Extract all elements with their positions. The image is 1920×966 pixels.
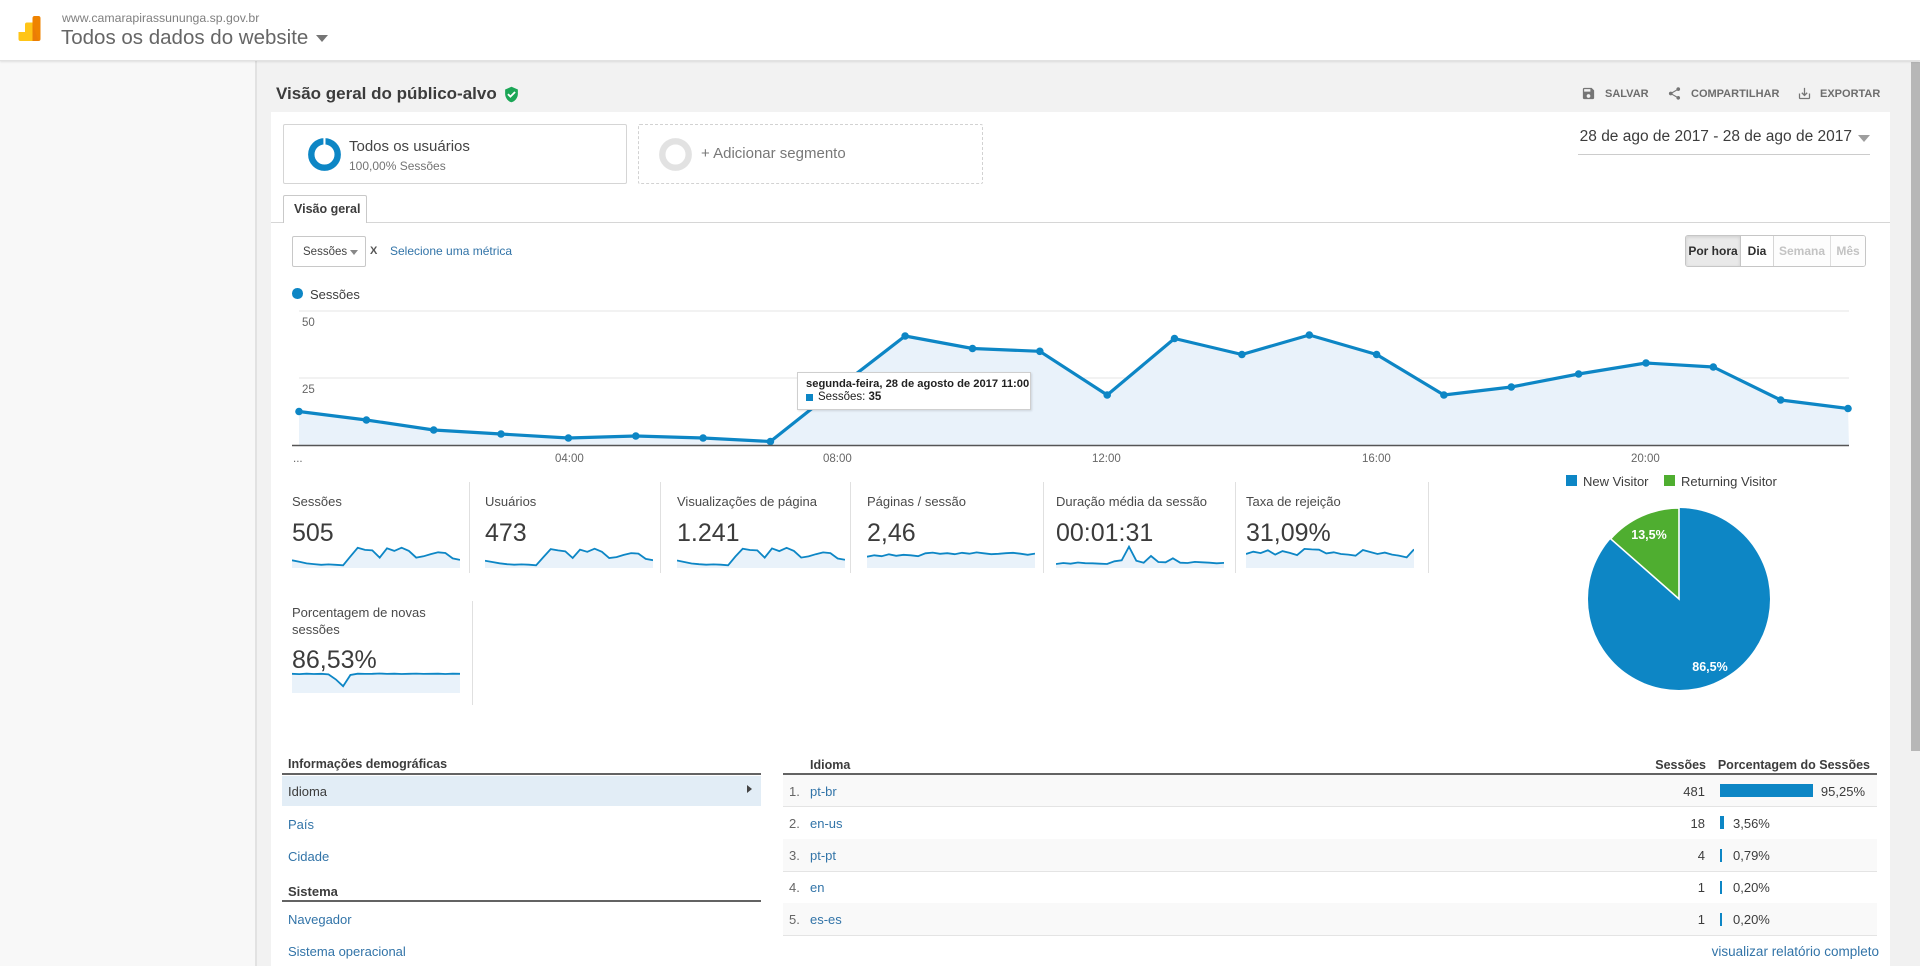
svg-text:86,5%: 86,5% xyxy=(1692,660,1727,674)
svg-text:13,5%: 13,5% xyxy=(1631,528,1666,542)
